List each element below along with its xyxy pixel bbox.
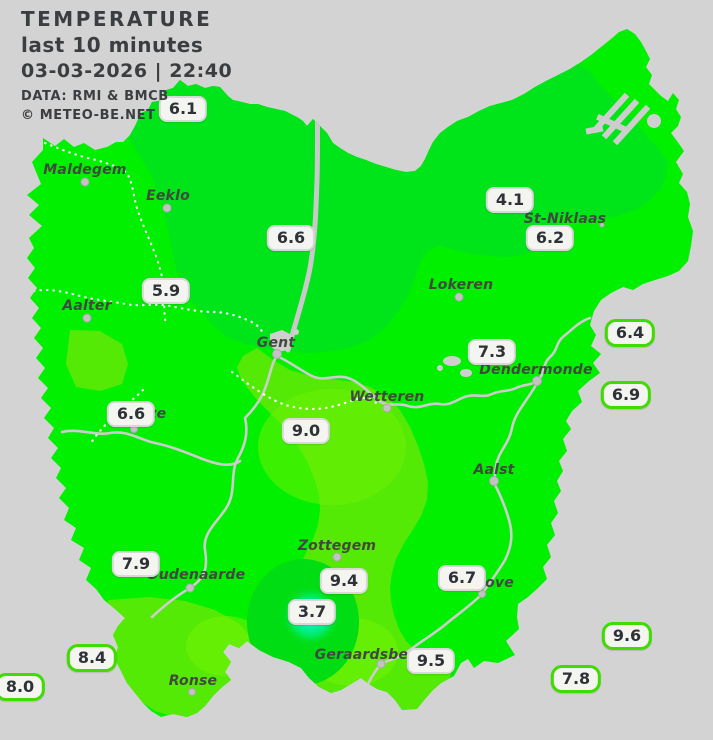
station-value: 7.9: [121, 554, 151, 573]
station-value: 3.7: [297, 602, 327, 621]
station-value: 6.6: [116, 404, 146, 423]
station-badge[interactable]: 4.1: [485, 187, 535, 213]
station-badge[interactable]: 7.3: [467, 339, 517, 365]
station-badge[interactable]: 9.5: [406, 648, 456, 674]
station-value: 9.0: [291, 421, 321, 440]
station-badge[interactable]: 6.2: [525, 225, 575, 251]
station-badge[interactable]: 7.9: [111, 551, 161, 577]
canal-gent-terneuzen: [285, 89, 321, 353]
station-badge[interactable]: 6.4: [604, 319, 656, 347]
station-value: 7.8: [561, 669, 591, 688]
subtitle: last 10 minutes: [21, 33, 204, 57]
station-badge[interactable]: 9.0: [281, 418, 331, 444]
station-badge[interactable]: 6.9: [600, 381, 652, 409]
station-badge[interactable]: 8.0: [0, 673, 46, 701]
station-value: 6.2: [535, 228, 565, 247]
station-value: 9.5: [416, 651, 446, 670]
station-value: 8.0: [5, 677, 35, 696]
cold-region-north: [118, 36, 667, 353]
station-badge[interactable]: 7.8: [550, 665, 602, 693]
station-value: 7.3: [477, 342, 507, 361]
station-badge[interactable]: 6.6: [266, 225, 316, 251]
station-badge[interactable]: 9.6: [601, 622, 653, 650]
station-badge[interactable]: 3.7: [287, 599, 337, 625]
port-docks: [585, 92, 651, 146]
station-badge[interactable]: 8.4: [66, 644, 118, 672]
station-value: 6.6: [276, 228, 306, 247]
port-dock-basin: [647, 114, 661, 128]
station-value: 9.4: [329, 571, 359, 590]
station-badge[interactable]: 9.4: [319, 568, 369, 594]
station-value: 4.1: [495, 190, 525, 209]
warm-region-west: [66, 330, 128, 391]
station-badge[interactable]: 6.6: [106, 401, 156, 427]
page-title: TEMPERATURE: [21, 7, 213, 31]
station-value: 5.9: [151, 281, 181, 300]
map-header: TEMPERATURE last 10 minutes 03-03-2026 |…: [21, 6, 232, 125]
station-value: 6.1: [168, 99, 198, 118]
copyright: © METEO-BE.NET: [21, 108, 156, 123]
station-value: 6.7: [447, 568, 477, 587]
station-badge[interactable]: 6.1: [158, 96, 208, 122]
station-value: 9.6: [612, 626, 642, 645]
station-value: 6.9: [611, 385, 641, 404]
station-badge[interactable]: 5.9: [141, 278, 191, 304]
station-value: 6.4: [615, 323, 645, 342]
station-badge[interactable]: 6.7: [437, 565, 487, 591]
urban-area-gent: [270, 329, 472, 377]
data-source: DATA: RMI & BMCB: [21, 89, 169, 104]
urban-area-dendermonde: [443, 356, 461, 366]
datetime: 03-03-2026 | 22:40: [21, 60, 233, 82]
station-value: 8.4: [77, 648, 107, 667]
